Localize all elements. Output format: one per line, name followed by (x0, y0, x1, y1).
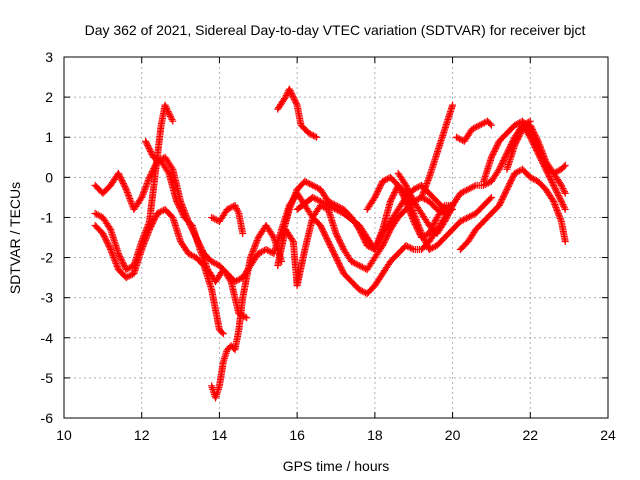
series-markers (208, 201, 247, 237)
y-tick-label: -2 (41, 250, 54, 266)
x-tick-label: 22 (522, 427, 538, 443)
y-tick-label: -4 (41, 330, 54, 346)
series-markers (142, 137, 251, 322)
x-tick-label: 16 (289, 427, 305, 443)
y-tick-label: 2 (45, 89, 53, 105)
plot-frame (63, 56, 609, 419)
series-sat-e (208, 221, 286, 402)
x-tick-label: 12 (134, 427, 150, 443)
series-sat-d (142, 137, 251, 322)
series-sat-o (456, 165, 569, 254)
series-markers (511, 121, 569, 213)
y-tick-label: -6 (41, 410, 54, 426)
chart-title: Day 362 of 2021, Sidereal Day-to-day VTE… (85, 22, 586, 38)
x-tick-label: 10 (56, 427, 72, 443)
series-markers (208, 221, 286, 402)
x-axis-label: GPS time / hours (283, 458, 390, 474)
series-sat-m (417, 101, 457, 201)
series-sat-f (208, 201, 247, 237)
series-markers (417, 101, 457, 201)
series-sat-q (503, 121, 569, 197)
series-markers (91, 205, 227, 338)
series-sat-n (452, 117, 495, 145)
y-tick-label: 0 (45, 169, 53, 185)
series-sat-b (91, 101, 177, 274)
series-markers (91, 101, 177, 274)
x-tick-label: 20 (445, 427, 461, 443)
x-tick-label: 18 (367, 427, 383, 443)
series-markers (503, 121, 569, 197)
y-tick-label: -1 (41, 209, 54, 225)
y-tick-label: 1 (45, 129, 53, 145)
series-sat-r (511, 121, 569, 213)
series-sat-c (91, 205, 227, 338)
y-tick-label: 3 (45, 49, 53, 65)
series-markers (274, 85, 321, 141)
x-tick-label: 14 (212, 427, 228, 443)
y-tick-label: -3 (41, 290, 54, 306)
series-markers (452, 117, 495, 145)
y-axis-label: SDTVAR / TECUs (7, 182, 23, 294)
series-sat-g (274, 85, 321, 141)
series-markers (456, 165, 569, 254)
data-series (91, 85, 569, 402)
x-tick-label: 24 (600, 427, 616, 443)
y-tick-label: -5 (41, 370, 54, 386)
